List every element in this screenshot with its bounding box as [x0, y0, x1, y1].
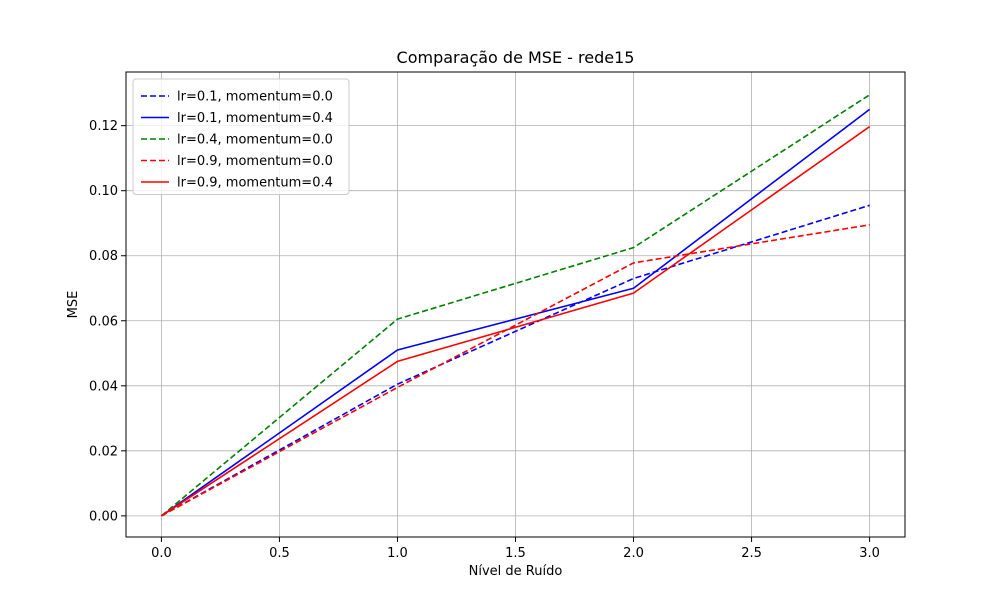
x-tick-label: 3.0 — [859, 546, 880, 561]
x-tick-label: 1.0 — [387, 546, 408, 561]
legend-label-4: lr=0.9, momentum=0.0 — [177, 154, 333, 169]
series-line-5 — [160, 125, 871, 517]
y-axis-label: MSE — [66, 291, 81, 319]
legend-label-1: lr=0.1, momentum=0.0 — [177, 90, 333, 105]
x-tick-label: 1.5 — [505, 546, 526, 561]
x-tick-label: 2.0 — [623, 546, 644, 561]
legend-label-2: lr=0.1, momentum=0.4 — [177, 111, 333, 126]
legend: lr=0.1, momentum=0.0 lr=0.1, momentum=0.4… — [132, 78, 350, 195]
y-tick-label: 0.04 — [89, 379, 118, 394]
series-lines — [160, 94, 871, 517]
legend-label-3: lr=0.4, momentum=0.0 — [177, 133, 333, 148]
y-tick-label: 0.10 — [89, 184, 118, 199]
series-line-3 — [160, 94, 871, 517]
legend-box — [132, 78, 350, 195]
y-tick-label: 0.02 — [89, 444, 118, 459]
chart-title: Comparação de MSE - rede15 — [397, 48, 635, 67]
x-tick-label: 0.0 — [151, 546, 172, 561]
y-tick-label: 0.06 — [89, 314, 118, 329]
x-tick-label: 2.5 — [741, 546, 762, 561]
x-tick-label: 0.5 — [269, 546, 290, 561]
y-tick-label: 0.08 — [89, 249, 118, 264]
x-axis-label: Nível de Ruído — [469, 564, 563, 579]
y-tick-label: 0.12 — [89, 119, 118, 134]
grid — [126, 72, 905, 537]
series-line-1 — [161, 204, 870, 517]
series-line-2 — [160, 108, 871, 517]
y-tick-label: 0.00 — [89, 509, 118, 524]
legend-label-5: lr=0.9, momentum=0.4 — [177, 176, 333, 191]
ticks: 0.0 0.5 1.0 1.5 2.0 2.5 3.0 0.00 0.02 0.04 0.06 0.0… — [89, 119, 880, 561]
